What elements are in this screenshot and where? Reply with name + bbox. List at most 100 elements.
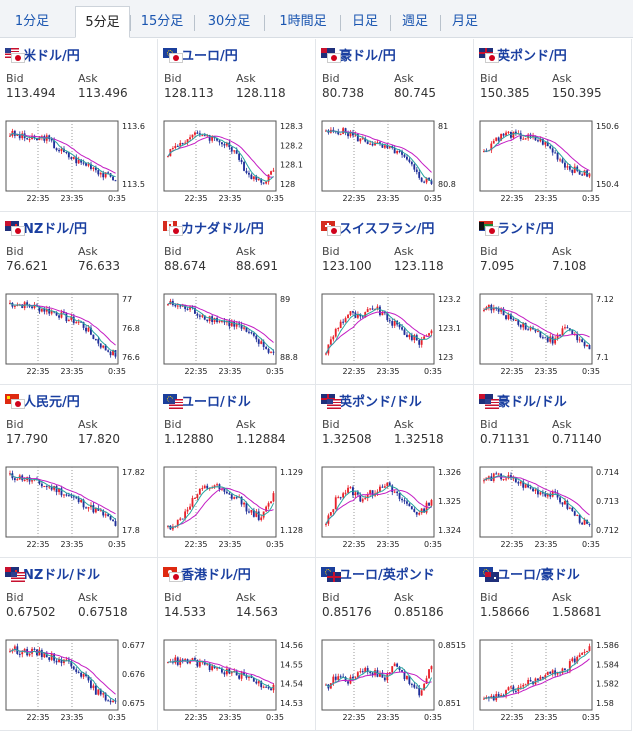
pair-name[interactable]: ユーロ/豪ドル xyxy=(497,567,580,583)
pair-title[interactable]: 豪ドル/ドル xyxy=(479,391,567,410)
tab-2[interactable]: 15分足 xyxy=(140,14,184,29)
rate-card[interactable]: 香港ドル/円 Bid Ask 14.533 14.563 14.56 14.55 14.54 1… xyxy=(158,558,316,731)
candle-up xyxy=(551,670,554,674)
pair-name[interactable]: 香港ドル/円 xyxy=(181,567,251,583)
pair-name[interactable]: 人民元/円 xyxy=(23,394,80,410)
candle-up xyxy=(588,173,591,177)
pair-flags-icon xyxy=(163,220,183,236)
rate-card[interactable]: ユーロ/英ポンド Bid Ask 0.85176 0.85186 0.8515 0.851 2… xyxy=(316,558,474,731)
candle-down xyxy=(206,485,209,489)
y-tick-label: 14.55 xyxy=(280,660,303,669)
tab-7[interactable]: 月足 xyxy=(451,14,478,29)
candle-up xyxy=(9,651,11,653)
ask-value: 150.395 xyxy=(552,86,602,100)
pair-title[interactable]: 英ポンド/円 xyxy=(479,45,567,64)
candle-down xyxy=(371,308,374,310)
candle-down xyxy=(502,133,505,136)
rate-card[interactable]: 豪ドル/円 Bid Ask 80.738 80.745 81 80.8 22:35 23:35 0… xyxy=(316,39,474,212)
pair-title[interactable]: 豪ドル/円 xyxy=(321,45,396,64)
pair-name[interactable]: ユーロ/英ポンド xyxy=(339,567,435,583)
rate-card[interactable]: ユーロ/豪ドル Bid Ask 1.58666 1.58681 1.586 1.584 1.5… xyxy=(474,558,632,731)
pair-title[interactable]: ユーロ/ドル xyxy=(163,391,251,410)
pair-name[interactable]: カナダドル/円 xyxy=(181,221,264,237)
candle-up xyxy=(67,319,70,322)
pair-name[interactable]: スイスフラン/円 xyxy=(339,221,435,237)
candle-up xyxy=(167,156,169,158)
candle-down xyxy=(510,314,512,320)
rate-card[interactable]: ユーロ/円 Bid Ask 128.113 128.118 128.3 128.2 128.1… xyxy=(158,39,316,212)
pair-name[interactable]: ランド/円 xyxy=(497,221,554,237)
pair-title[interactable]: 人民元/円 xyxy=(5,391,80,410)
rate-card[interactable]: ランド/円 Bid Ask 7.095 7.108 7.12 7.1 22:35 23:35 0:… xyxy=(474,212,632,385)
x-tick-label: 23:35 xyxy=(60,713,83,722)
pair-title[interactable]: 米ドル/円 xyxy=(5,45,80,64)
candle-up xyxy=(586,650,588,652)
tab-3[interactable]: 30分足 xyxy=(207,14,251,29)
pair-name[interactable]: 豪ドル/円 xyxy=(339,48,396,64)
rate-card[interactable]: 英ポンド/円 Bid Ask 150.385 150.395 150.6 150.4 22:3… xyxy=(474,39,632,212)
pair-name[interactable]: ユーロ/円 xyxy=(181,48,238,64)
candle-down xyxy=(45,653,48,658)
candle-down xyxy=(109,700,112,703)
pair-name[interactable]: 英ポンド/ドル xyxy=(339,394,422,410)
pair-title[interactable]: ユーロ/英ポンド xyxy=(321,564,435,583)
candle-down xyxy=(82,499,85,508)
ma-long-line xyxy=(483,658,590,700)
rate-card[interactable]: 英ポンド/ドル Bid Ask 1.32508 1.32518 1.326 1.325 1.3… xyxy=(316,385,474,558)
ask-label: Ask xyxy=(394,591,414,604)
bid-label: Bid xyxy=(322,418,340,431)
tab-1[interactable]: 5分足 xyxy=(75,6,130,38)
tab-separator xyxy=(130,15,131,31)
pair-name[interactable]: 豪ドル/ドル xyxy=(497,394,567,410)
candle-down xyxy=(75,157,78,164)
ask-value: 113.496 xyxy=(78,86,128,100)
pair-title[interactable]: スイスフラン/円 xyxy=(321,218,435,237)
bid-label: Bid xyxy=(322,72,340,85)
candle-up xyxy=(189,506,191,510)
candle-down xyxy=(240,159,243,163)
pair-title[interactable]: NZドル/円 xyxy=(5,218,88,237)
candle-down xyxy=(428,502,430,506)
pair-name[interactable]: NZドル/ドル xyxy=(23,567,101,583)
candle-up xyxy=(428,669,430,679)
candle-down xyxy=(517,482,520,484)
candlestick-chart: 1.129 1.128 22:35 23:35 0:35 xyxy=(163,466,303,549)
pair-name[interactable]: 米ドル/円 xyxy=(23,48,80,64)
candle-down xyxy=(532,327,534,330)
rate-card[interactable]: 人民元/円 Bid Ask 17.790 17.820 17.82 17.8 22:35 23:… xyxy=(0,385,158,558)
x-tick-label: 0:35 xyxy=(582,194,600,203)
candle-down xyxy=(26,138,29,140)
candle-down xyxy=(332,129,335,132)
ask-label: Ask xyxy=(394,72,414,85)
rate-card[interactable]: NZドル/ドル Bid Ask 0.67502 0.67518 0.677 0.676 0.6… xyxy=(0,558,158,731)
candle-up xyxy=(386,482,389,487)
candle-down xyxy=(381,144,384,148)
candle-down xyxy=(72,666,75,670)
candle-down xyxy=(26,302,29,305)
rate-card[interactable]: NZドル/円 Bid Ask 76.621 76.633 77 76.8 76.6 22:35 2… xyxy=(0,212,158,385)
pair-name[interactable]: NZドル/円 xyxy=(23,221,88,237)
pair-title[interactable]: 英ポンド/ドル xyxy=(321,391,422,410)
candle-down xyxy=(87,676,90,681)
tab-5[interactable]: 日足 xyxy=(351,14,378,29)
y-tick-label: 89 xyxy=(280,295,290,304)
pair-title[interactable]: ユーロ/円 xyxy=(163,45,238,64)
pair-title[interactable]: ユーロ/豪ドル xyxy=(479,564,580,583)
candle-up xyxy=(507,131,510,133)
rate-card[interactable]: 米ドル/円 Bid Ask 113.494 113.496 113.6 113.5 22:35… xyxy=(0,39,158,212)
x-tick-label: 0:35 xyxy=(108,194,126,203)
pair-name[interactable]: 英ポンド/円 xyxy=(497,48,567,64)
pair-title[interactable]: NZドル/ドル xyxy=(5,564,101,583)
candle-down xyxy=(537,489,539,495)
pair-title[interactable]: カナダドル/円 xyxy=(163,218,264,237)
rate-card[interactable]: 豪ドル/ドル Bid Ask 0.71131 0.71140 0.714 0.713 0.71… xyxy=(474,385,632,558)
rate-card[interactable]: ユーロ/ドル Bid Ask 1.12880 1.12884 1.129 1.128 22:3… xyxy=(158,385,316,558)
tab-6[interactable]: 週足 xyxy=(401,14,428,29)
rate-card[interactable]: カナダドル/円 Bid Ask 88.674 88.691 89 88.8 22:35 23:3… xyxy=(158,212,316,385)
pair-title[interactable]: 香港ドル/円 xyxy=(163,564,251,583)
tab-0[interactable]: 1分足 xyxy=(14,14,50,29)
tab-4[interactable]: 1時間足 xyxy=(279,14,327,29)
pair-name[interactable]: ユーロ/ドル xyxy=(181,394,251,410)
pair-title[interactable]: ランド/円 xyxy=(479,218,554,237)
rate-card[interactable]: スイスフラン/円 Bid Ask 123.100 123.118 123.2 123.1 12… xyxy=(316,212,474,385)
